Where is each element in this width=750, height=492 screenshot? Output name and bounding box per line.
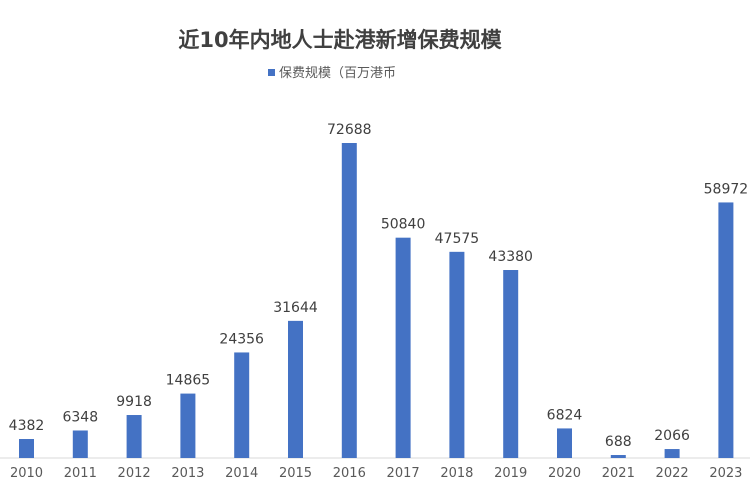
- data-label-2012: 9918: [116, 394, 152, 410]
- data-label-2014: 24356: [219, 331, 264, 347]
- x-tick-2011: 2011: [64, 466, 97, 481]
- bar-2017: [395, 237, 411, 458]
- data-label-2018: 47575: [435, 231, 480, 247]
- data-label-2013: 14865: [166, 373, 211, 389]
- data-label-2011: 6348: [62, 409, 98, 425]
- x-tick-2021: 2021: [602, 466, 635, 481]
- data-label-2021: 688: [605, 434, 632, 450]
- x-tick-2010: 2010: [10, 466, 43, 481]
- bars-group: [19, 143, 734, 458]
- bar-2020: [557, 428, 572, 458]
- x-tick-2016: 2016: [333, 466, 366, 481]
- data-label-2017: 50840: [381, 217, 426, 233]
- data-label-2019: 43380: [488, 249, 533, 265]
- x-tick-2023: 2023: [709, 466, 742, 481]
- data-labels-group: 4382 6348 9918 14865 24356 31644 72688 50840 475…: [9, 122, 748, 450]
- legend: 保费规模（百万港币: [268, 66, 396, 81]
- data-label-2023: 58972: [704, 181, 749, 197]
- bar-2023: [718, 202, 734, 458]
- data-label-2020: 6824: [547, 407, 583, 423]
- x-tick-2018: 2018: [440, 466, 473, 481]
- bar-2021: [610, 455, 626, 458]
- data-label-2016: 72688: [327, 122, 372, 138]
- data-label-2022: 2066: [654, 428, 690, 444]
- bar-2019: [503, 270, 519, 458]
- x-tick-2012: 2012: [118, 466, 151, 481]
- bar-2016: [341, 143, 357, 458]
- bar-2011: [72, 430, 88, 458]
- x-tick-labels-group: 2010 2011 2012 2013 2014 2015 2016 2017 2018 2019…: [10, 466, 742, 481]
- x-tick-2015: 2015: [279, 466, 312, 481]
- bar-2010: [19, 439, 34, 458]
- chart-title: 近10年内地人士赴港新增保费规模: [178, 28, 502, 52]
- x-tick-2022: 2022: [656, 466, 689, 481]
- x-tick-2020: 2020: [548, 466, 581, 481]
- bar-2018: [449, 251, 465, 458]
- data-label-2015: 31644: [273, 300, 318, 316]
- bar-2015: [288, 320, 303, 458]
- bar-2013: [180, 393, 196, 458]
- x-tick-2019: 2019: [494, 466, 527, 481]
- x-tick-2014: 2014: [225, 466, 258, 481]
- x-tick-2013: 2013: [171, 466, 204, 481]
- data-label-2010: 4382: [9, 418, 45, 434]
- bar-2022: [664, 449, 680, 458]
- bar-2012: [126, 415, 142, 458]
- legend-label: 保费规模（百万港币: [279, 66, 396, 81]
- x-tick-2017: 2017: [387, 466, 420, 481]
- legend-swatch: [268, 69, 275, 76]
- bar-2014: [234, 352, 250, 458]
